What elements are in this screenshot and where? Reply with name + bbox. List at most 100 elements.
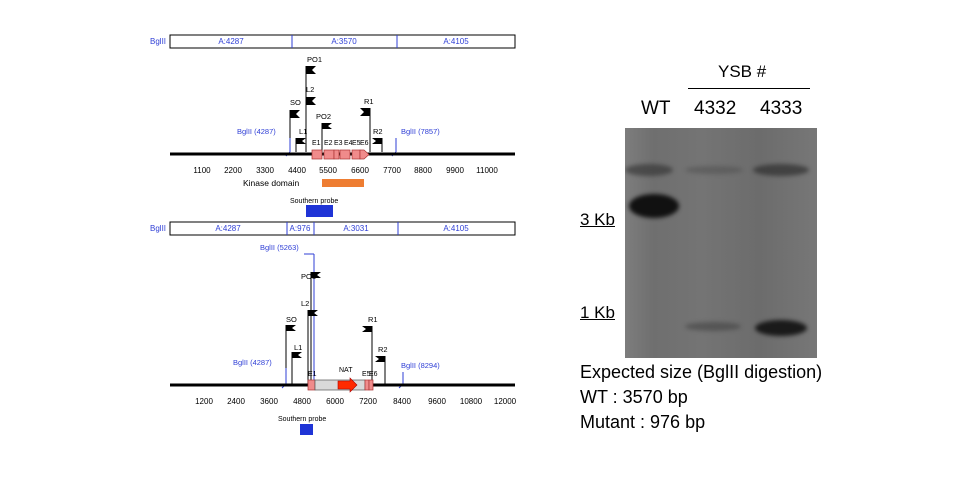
caption-title: Expected size (BglII digestion) bbox=[580, 362, 823, 382]
gene-maps: BglII A:4287 A:3570 A:4105 PO1 L2 SO L1 bbox=[150, 34, 517, 435]
mut-segment-label: A:3031 bbox=[343, 224, 369, 233]
axis-tick-label: 3300 bbox=[256, 166, 274, 175]
wt-axis: 1100 2200 3300 4400 5500 6600 7700 8800 … bbox=[193, 166, 498, 175]
southern-blot-image bbox=[625, 128, 817, 358]
axis-tick-label: 10800 bbox=[460, 397, 483, 406]
wt-primer-r1: R1 bbox=[360, 97, 374, 152]
wt-primer-r2: R2 bbox=[372, 127, 383, 152]
wt-primer-l1: L1 bbox=[295, 127, 307, 152]
wt-bglii-site-left: BglII (4287) bbox=[237, 127, 291, 157]
nat-label: NAT bbox=[339, 367, 353, 374]
ysb-group-line bbox=[688, 88, 810, 89]
axis-tick-label: 2400 bbox=[227, 397, 245, 406]
band-4333-upper bbox=[753, 164, 809, 176]
primer-label: L2 bbox=[306, 85, 314, 94]
mut-segment-label: A:4287 bbox=[215, 224, 241, 233]
wt-segment-label: A:4105 bbox=[443, 37, 469, 46]
primer-label: SO bbox=[290, 98, 301, 107]
site-label: BglII (5263) bbox=[260, 243, 299, 252]
wt-exons bbox=[311, 149, 370, 160]
wt-map: BglII A:4287 A:3570 A:4105 PO1 L2 SO L1 bbox=[150, 34, 516, 217]
primer-label: SO bbox=[286, 315, 297, 324]
exon-label: E2 bbox=[324, 140, 333, 147]
nat-arrow bbox=[337, 377, 358, 393]
primer-label: PO1 bbox=[301, 272, 316, 281]
mut-exon-e6 bbox=[368, 379, 374, 391]
primer-label: R2 bbox=[378, 345, 388, 354]
marker-1kb: 1 Kb bbox=[580, 303, 615, 322]
primer-label: R1 bbox=[364, 97, 374, 106]
axis-tick-label: 11000 bbox=[476, 166, 498, 175]
wt-primer-l2: L2 bbox=[305, 85, 316, 152]
wt-primer-po2: PO2 bbox=[316, 112, 332, 152]
band-4333-lower bbox=[755, 320, 807, 336]
primer-label: R2 bbox=[373, 127, 383, 136]
primer-label: L1 bbox=[299, 127, 307, 136]
mut-exon-e1 bbox=[307, 379, 316, 391]
kinase-domain-bar bbox=[322, 179, 364, 187]
band-wt-upper bbox=[625, 164, 673, 176]
mut-primer-r2: R2 bbox=[375, 345, 388, 384]
primer-label: PO1 bbox=[307, 55, 322, 64]
axis-tick-label: 9600 bbox=[428, 397, 446, 406]
axis-tick-label: 7200 bbox=[359, 397, 377, 406]
site-label: BglII (8294) bbox=[401, 361, 440, 370]
axis-tick-label: 2200 bbox=[224, 166, 242, 175]
axis-tick-label: 6000 bbox=[326, 397, 344, 406]
primer-label: R1 bbox=[368, 315, 378, 324]
axis-tick-label: 1100 bbox=[193, 166, 211, 175]
southern-probe-bar bbox=[300, 424, 313, 435]
band-4332-upper bbox=[685, 166, 743, 174]
lane-label-4333: 4333 bbox=[760, 98, 803, 119]
axis-tick-label: 6600 bbox=[351, 166, 369, 175]
axis-tick-label: 4400 bbox=[288, 166, 306, 175]
primer-label: L2 bbox=[301, 299, 309, 308]
mut-primer-r1: R1 bbox=[362, 315, 378, 384]
exon-label: E4 bbox=[344, 140, 353, 147]
exon-label: E3 bbox=[334, 140, 343, 147]
exon-label: E1 bbox=[312, 140, 321, 147]
axis-tick-label: 8400 bbox=[393, 397, 411, 406]
wt-primer-so: SO bbox=[289, 98, 301, 140]
probe-label: Southern probe bbox=[290, 198, 338, 205]
axis-tick-label: 7700 bbox=[383, 166, 401, 175]
wt-segment-label: A:3570 bbox=[331, 37, 357, 46]
ysb-group-label: YSB # bbox=[718, 62, 767, 81]
caption-mutant: Mutant : 976 bp bbox=[580, 412, 706, 432]
mut-exon-e5 bbox=[364, 379, 370, 391]
band-wt-3kb bbox=[629, 194, 679, 218]
caption-wt: WT : 3570 bp bbox=[580, 387, 688, 407]
wt-fragment-bar bbox=[169, 34, 516, 49]
lane-label-4332: 4332 bbox=[694, 98, 737, 119]
kinase-domain-label: Kinase domain bbox=[243, 178, 300, 188]
wt-bglii-site-right: BglII (7857) bbox=[391, 127, 440, 157]
band-4332-lower bbox=[685, 322, 741, 331]
primer-label: L1 bbox=[294, 343, 302, 352]
site-label: BglII (4287) bbox=[237, 127, 276, 136]
wt-segment-label: A:4287 bbox=[218, 37, 244, 46]
exon-label: E5 bbox=[362, 371, 371, 378]
primer-label: PO2 bbox=[316, 112, 331, 121]
axis-tick-label: 12000 bbox=[494, 397, 517, 406]
mutant-map: BglII A:4287 A:976 A:3031 A:4105 BglII (… bbox=[150, 221, 517, 435]
site-label: BglII (7857) bbox=[401, 127, 440, 136]
exon-label: E6 bbox=[369, 371, 378, 378]
marker-3kb: 3 Kb bbox=[580, 210, 615, 229]
mut-segment-label: A:4105 bbox=[443, 224, 469, 233]
mut-primer-po1: PO1 bbox=[301, 272, 321, 384]
axis-tick-label: 4800 bbox=[293, 397, 311, 406]
mut-segment-label: A:976 bbox=[290, 224, 311, 233]
axis-tick-label: 5500 bbox=[319, 166, 337, 175]
mut-primer-so: SO bbox=[285, 315, 297, 372]
mut-axis: 1200 2400 3600 4800 6000 7200 8400 9600 … bbox=[195, 397, 517, 406]
site-label: BglII (4287) bbox=[233, 358, 272, 367]
axis-tick-label: 9900 bbox=[446, 166, 464, 175]
exon-label: E6 bbox=[360, 140, 369, 147]
southern-probe-bar bbox=[306, 205, 333, 217]
exon-label: E5 bbox=[352, 140, 361, 147]
axis-tick-label: 1200 bbox=[195, 397, 213, 406]
mut-primer-l1: L1 bbox=[291, 343, 302, 384]
mut-fragment-bar bbox=[169, 221, 516, 236]
exon-label: E1 bbox=[308, 371, 317, 378]
wt-segment-left-label: BglII bbox=[150, 37, 166, 46]
